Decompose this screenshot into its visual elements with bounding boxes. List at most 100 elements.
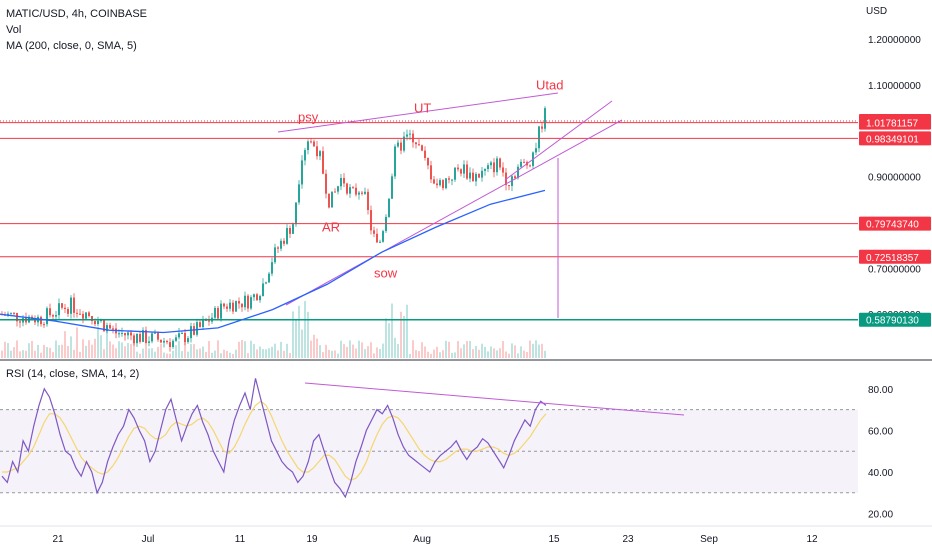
candle-body xyxy=(370,210,372,231)
volume-bar xyxy=(319,345,321,358)
volume-bar xyxy=(382,343,384,358)
volume-bar xyxy=(508,353,510,358)
candle-body xyxy=(289,228,291,234)
volume-bar xyxy=(130,343,132,358)
annotation-4[interactable]: sow xyxy=(374,266,398,281)
trendline-upper[interactable] xyxy=(277,92,559,133)
candle-body xyxy=(163,340,165,343)
volume-bar xyxy=(73,349,75,358)
candle-body xyxy=(103,320,105,332)
candle-body xyxy=(130,332,132,336)
candle-body xyxy=(424,150,426,158)
volume-bar xyxy=(505,351,507,358)
symbol-title: MATIC/USD, 4h, COINBASE xyxy=(6,8,147,20)
candle-body xyxy=(85,312,87,319)
candle-body xyxy=(406,134,408,137)
volume-bar xyxy=(94,338,96,358)
volume-bar xyxy=(49,347,51,358)
volume-bar xyxy=(487,351,489,358)
volume-bar xyxy=(400,311,402,358)
candle-body xyxy=(520,161,522,167)
candle-body xyxy=(487,165,489,170)
candle-body xyxy=(355,187,357,195)
trendline-channel-top[interactable] xyxy=(504,100,613,181)
volume-bar xyxy=(367,346,369,358)
candle-body xyxy=(61,303,63,308)
annotation-0[interactable]: psy xyxy=(298,110,319,125)
volume-bar xyxy=(517,353,519,358)
candle-body xyxy=(76,312,78,314)
candle-body xyxy=(451,179,453,181)
volume-bar xyxy=(334,350,336,358)
volume-bar xyxy=(37,344,39,358)
candle-body xyxy=(52,315,54,317)
volume-bar xyxy=(457,341,459,358)
candle-body xyxy=(106,325,108,332)
candle-body xyxy=(346,183,348,194)
candle-body xyxy=(475,173,477,182)
candle-body xyxy=(190,326,192,339)
ma-200-line[interactable] xyxy=(0,189,546,334)
volume-bar xyxy=(343,344,345,358)
volume-bar xyxy=(142,348,144,358)
volume-bar xyxy=(268,348,270,358)
volume-bar xyxy=(61,344,63,358)
volume-bar xyxy=(205,352,207,358)
volume-bar xyxy=(127,343,129,358)
candle-body xyxy=(73,297,75,313)
volume-bar xyxy=(169,353,171,358)
candle-body xyxy=(220,303,222,319)
price-axis[interactable] xyxy=(858,0,932,550)
candle-body xyxy=(274,247,276,263)
volume-bar xyxy=(259,346,261,358)
volume-bar xyxy=(289,353,291,358)
volume-bar xyxy=(100,335,102,358)
candle-body xyxy=(232,302,234,312)
candle-body xyxy=(472,172,474,182)
candle-body xyxy=(10,312,12,314)
candle-body xyxy=(43,324,45,326)
volume-bar xyxy=(532,343,534,358)
main-pane[interactable] xyxy=(0,0,858,360)
candle-body xyxy=(217,307,219,319)
volume-bar xyxy=(484,346,486,358)
volume-bar xyxy=(46,347,48,358)
rsi-ma-line[interactable] xyxy=(2,400,547,481)
candle-body xyxy=(178,333,180,338)
annotation-2[interactable]: Utad xyxy=(536,78,563,93)
candle-body xyxy=(319,151,321,157)
candle-body xyxy=(301,160,303,185)
volume-bar xyxy=(145,343,147,358)
candle-body xyxy=(142,330,144,342)
volume-bar xyxy=(544,350,546,358)
candle-body xyxy=(16,313,18,322)
candle-body xyxy=(469,172,471,179)
volume-bar xyxy=(4,341,6,358)
rsi-line[interactable] xyxy=(1,378,547,499)
rsi-tick-3: 20.00 xyxy=(868,510,893,521)
volume-bar xyxy=(292,311,294,358)
volume-bar xyxy=(214,350,216,358)
volume-bar xyxy=(70,336,72,358)
volume-bar xyxy=(496,350,498,358)
volume-bar xyxy=(535,340,537,358)
currency-label: USD xyxy=(866,6,887,17)
volume-bar xyxy=(523,350,525,358)
candle-body xyxy=(13,312,15,314)
time-tick-7: Sep xyxy=(700,534,718,545)
candle-body xyxy=(397,142,399,147)
volume-bar xyxy=(346,346,348,358)
volume-bar xyxy=(118,341,120,358)
candle-body xyxy=(436,183,438,186)
annotation-1[interactable]: UT xyxy=(414,101,431,116)
volume-bar xyxy=(172,350,174,358)
volume-bar xyxy=(82,339,84,358)
trendline-lower[interactable] xyxy=(285,119,623,306)
rsi-tick-labels: 80.00 60.00 40.00 20.00 xyxy=(868,385,893,521)
candle-body xyxy=(100,320,102,322)
candle-body xyxy=(70,297,72,314)
annotation-3[interactable]: AR xyxy=(322,220,340,235)
time-tick-3: 19 xyxy=(306,534,318,545)
rsi-divergence-line[interactable] xyxy=(304,382,685,416)
candle-body xyxy=(112,328,114,330)
